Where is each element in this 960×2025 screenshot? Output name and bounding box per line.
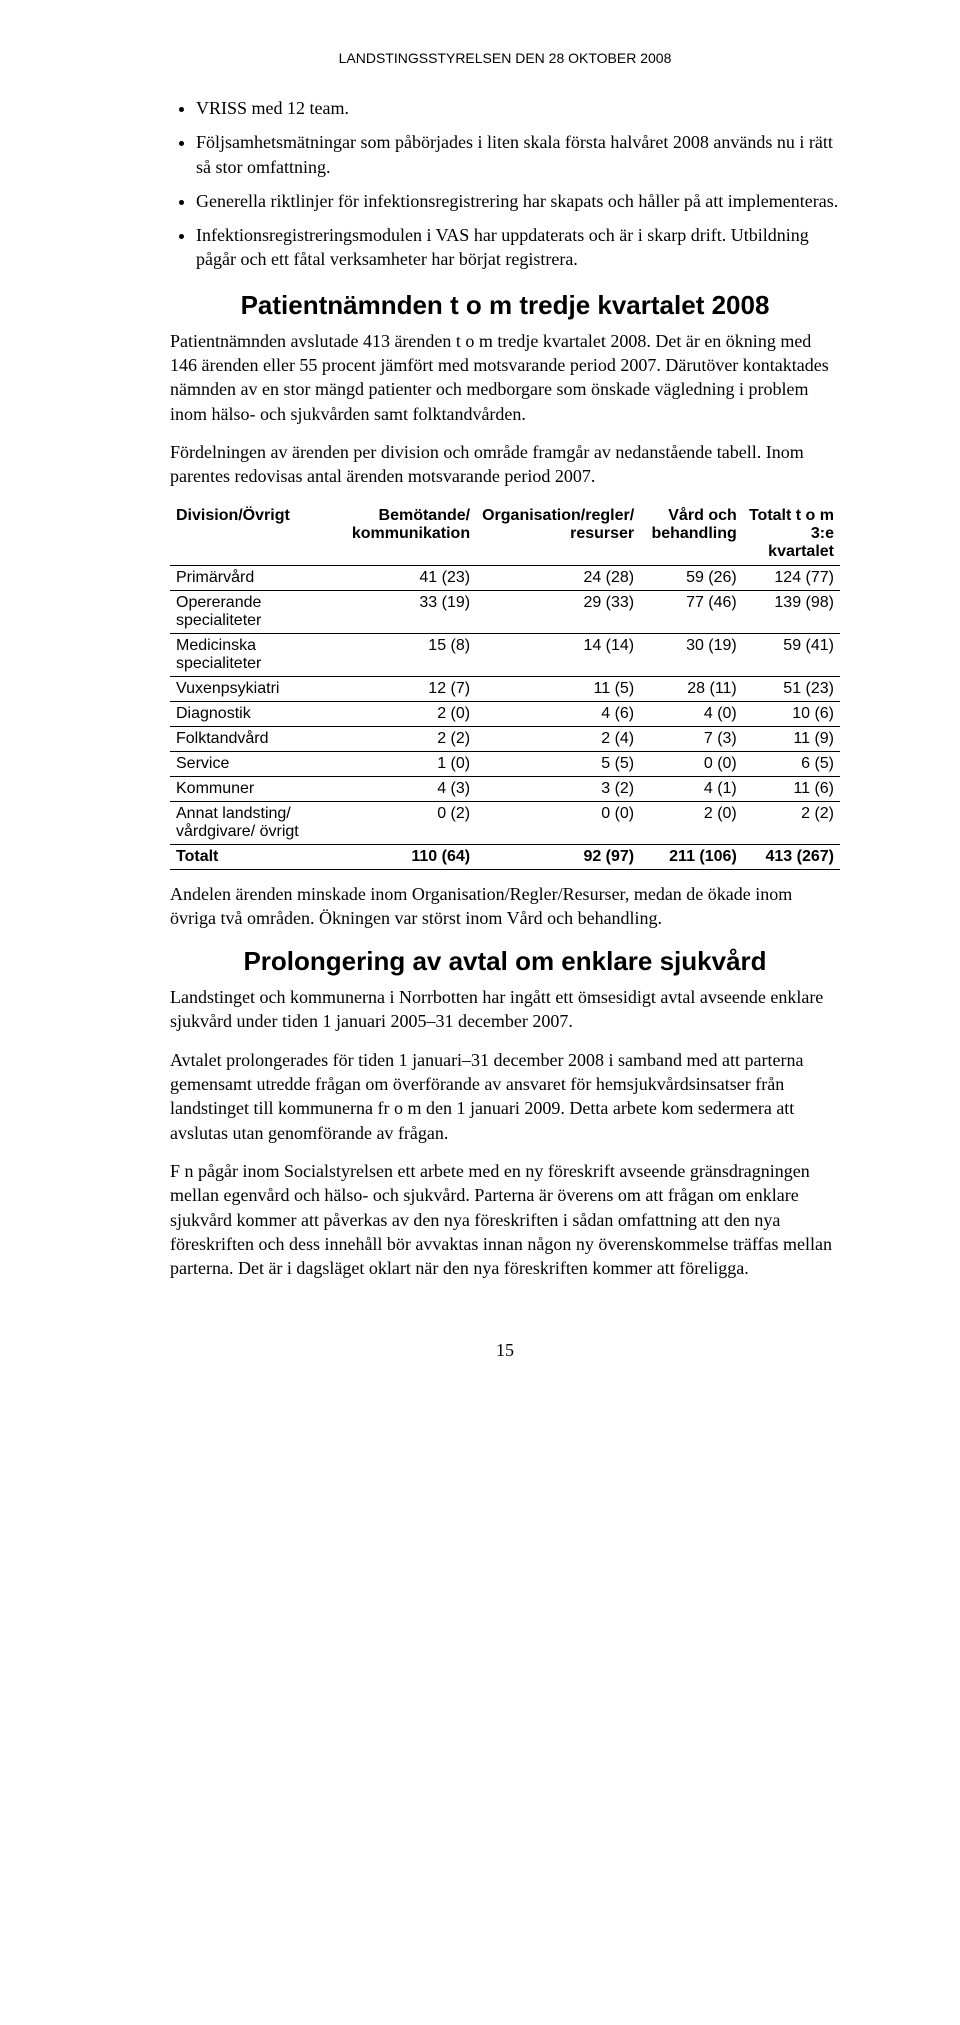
bullet-item: Infektionsregistreringsmodulen i VAS har… [196,223,840,272]
table-cell: 41 (23) [346,565,476,590]
table-cell: 2 (2) [346,726,476,751]
table-cell: 110 (64) [346,844,476,869]
table-cell: Kommuner [170,776,346,801]
table-cell: 1 (0) [346,751,476,776]
table-header-row: Division/Övrigt Bemötande/ kommunikation… [170,503,840,566]
table-header-cell: Vård och behandling [640,503,743,566]
paragraph: Fördelningen av ärenden per division och… [170,440,840,489]
table-cell: 0 (2) [346,801,476,844]
paragraph: F n pågår inom Socialstyrelsen ett arbet… [170,1159,840,1280]
table-cell: Opererande specialiteter [170,590,346,633]
paragraph: Andelen ärenden minskade inom Organisati… [170,882,840,931]
table-cell: 2 (0) [346,701,476,726]
table-header-cell: Bemötande/ kommunikation [346,503,476,566]
table-cell: Folktandvård [170,726,346,751]
table-cell: 4 (0) [640,701,743,726]
table-cell: Medicinska specialiteter [170,633,346,676]
bullet-item: Generella riktlinjer för infektionsregis… [196,189,840,213]
paragraph: Landstinget och kommunerna i Norrbotten … [170,985,840,1034]
table-row: Diagnostik2 (0)4 (6)4 (0)10 (6) [170,701,840,726]
page-header: LANDSTINGSSTYRELSEN DEN 28 OKTOBER 2008 [170,50,840,66]
table-body: Primärvård41 (23)24 (28)59 (26)124 (77)O… [170,565,840,869]
table-row: Folktandvård2 (2)2 (4)7 (3)11 (9) [170,726,840,751]
table-row: Opererande specialiteter33 (19)29 (33)77… [170,590,840,633]
table-cell: 11 (6) [743,776,840,801]
table-total-row: Totalt110 (64)92 (97)211 (106)413 (267) [170,844,840,869]
table-header-cell: Organisation/regler/ resurser [476,503,640,566]
bullet-list: VRISS med 12 team. Följsamhetsmätningar … [170,96,840,272]
table-cell: 51 (23) [743,676,840,701]
table-cell: 0 (0) [640,751,743,776]
page-number: 15 [170,1340,840,1361]
paragraph: Patientnämnden avslutade 413 ärenden t o… [170,329,840,426]
table-cell: 2 (4) [476,726,640,751]
table-cell: 4 (3) [346,776,476,801]
table-cell: 4 (6) [476,701,640,726]
paragraph: Avtalet prolongerades för tiden 1 januar… [170,1048,840,1145]
table-row: Vuxenpsykiatri12 (7)11 (5)28 (11)51 (23) [170,676,840,701]
table-cell: Primärvård [170,565,346,590]
table-cell: 211 (106) [640,844,743,869]
table-row: Annat landsting/ vårdgivare/ övrigt0 (2)… [170,801,840,844]
table-cell: 28 (11) [640,676,743,701]
table-cell: 33 (19) [346,590,476,633]
table-cell: 139 (98) [743,590,840,633]
section-title-prolongering: Prolongering av avtal om enklare sjukvår… [170,946,840,977]
table-cell: 92 (97) [476,844,640,869]
table-cell: 24 (28) [476,565,640,590]
table-row: Medicinska specialiteter15 (8)14 (14)30 … [170,633,840,676]
bullet-item: VRISS med 12 team. [196,96,840,120]
table-cell: Diagnostik [170,701,346,726]
table-cell: 7 (3) [640,726,743,751]
table-cell: 77 (46) [640,590,743,633]
table-row: Service1 (0)5 (5)0 (0)6 (5) [170,751,840,776]
table-cell: 4 (1) [640,776,743,801]
table-cell: Annat landsting/ vårdgivare/ övrigt [170,801,346,844]
table-header-cell: Division/Övrigt [170,503,346,566]
table-row: Kommuner4 (3)3 (2)4 (1)11 (6) [170,776,840,801]
table-cell: 3 (2) [476,776,640,801]
document-page: LANDSTINGSSTYRELSEN DEN 28 OKTOBER 2008 … [0,0,960,1411]
table-header-cell: Totalt t o m 3:e kvartalet [743,503,840,566]
table-cell: 0 (0) [476,801,640,844]
table-cell: 59 (41) [743,633,840,676]
table-cell: 2 (2) [743,801,840,844]
bullet-item: Följsamhetsmätningar som påbörjades i li… [196,130,840,179]
arenden-table: Division/Övrigt Bemötande/ kommunikation… [170,503,840,870]
table-cell: 2 (0) [640,801,743,844]
table-cell: Service [170,751,346,776]
table-cell: 30 (19) [640,633,743,676]
table-cell: 59 (26) [640,565,743,590]
table-cell: 12 (7) [346,676,476,701]
table-cell: 6 (5) [743,751,840,776]
table-cell: 29 (33) [476,590,640,633]
table-cell: 413 (267) [743,844,840,869]
table-cell: Vuxenpsykiatri [170,676,346,701]
table-cell: Totalt [170,844,346,869]
section-title-patientnamnden: Patientnämnden t o m tredje kvartalet 20… [170,290,840,321]
table-row: Primärvård41 (23)24 (28)59 (26)124 (77) [170,565,840,590]
table-cell: 15 (8) [346,633,476,676]
table-cell: 10 (6) [743,701,840,726]
table-cell: 5 (5) [476,751,640,776]
table-cell: 14 (14) [476,633,640,676]
table-cell: 11 (9) [743,726,840,751]
table-cell: 124 (77) [743,565,840,590]
table-cell: 11 (5) [476,676,640,701]
